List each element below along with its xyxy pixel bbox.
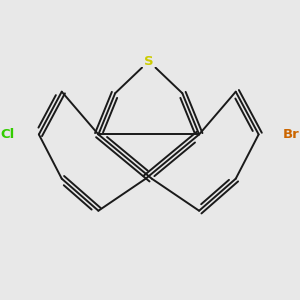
- Text: S: S: [144, 55, 154, 68]
- Text: Br: Br: [282, 128, 299, 141]
- Text: Cl: Cl: [1, 128, 15, 141]
